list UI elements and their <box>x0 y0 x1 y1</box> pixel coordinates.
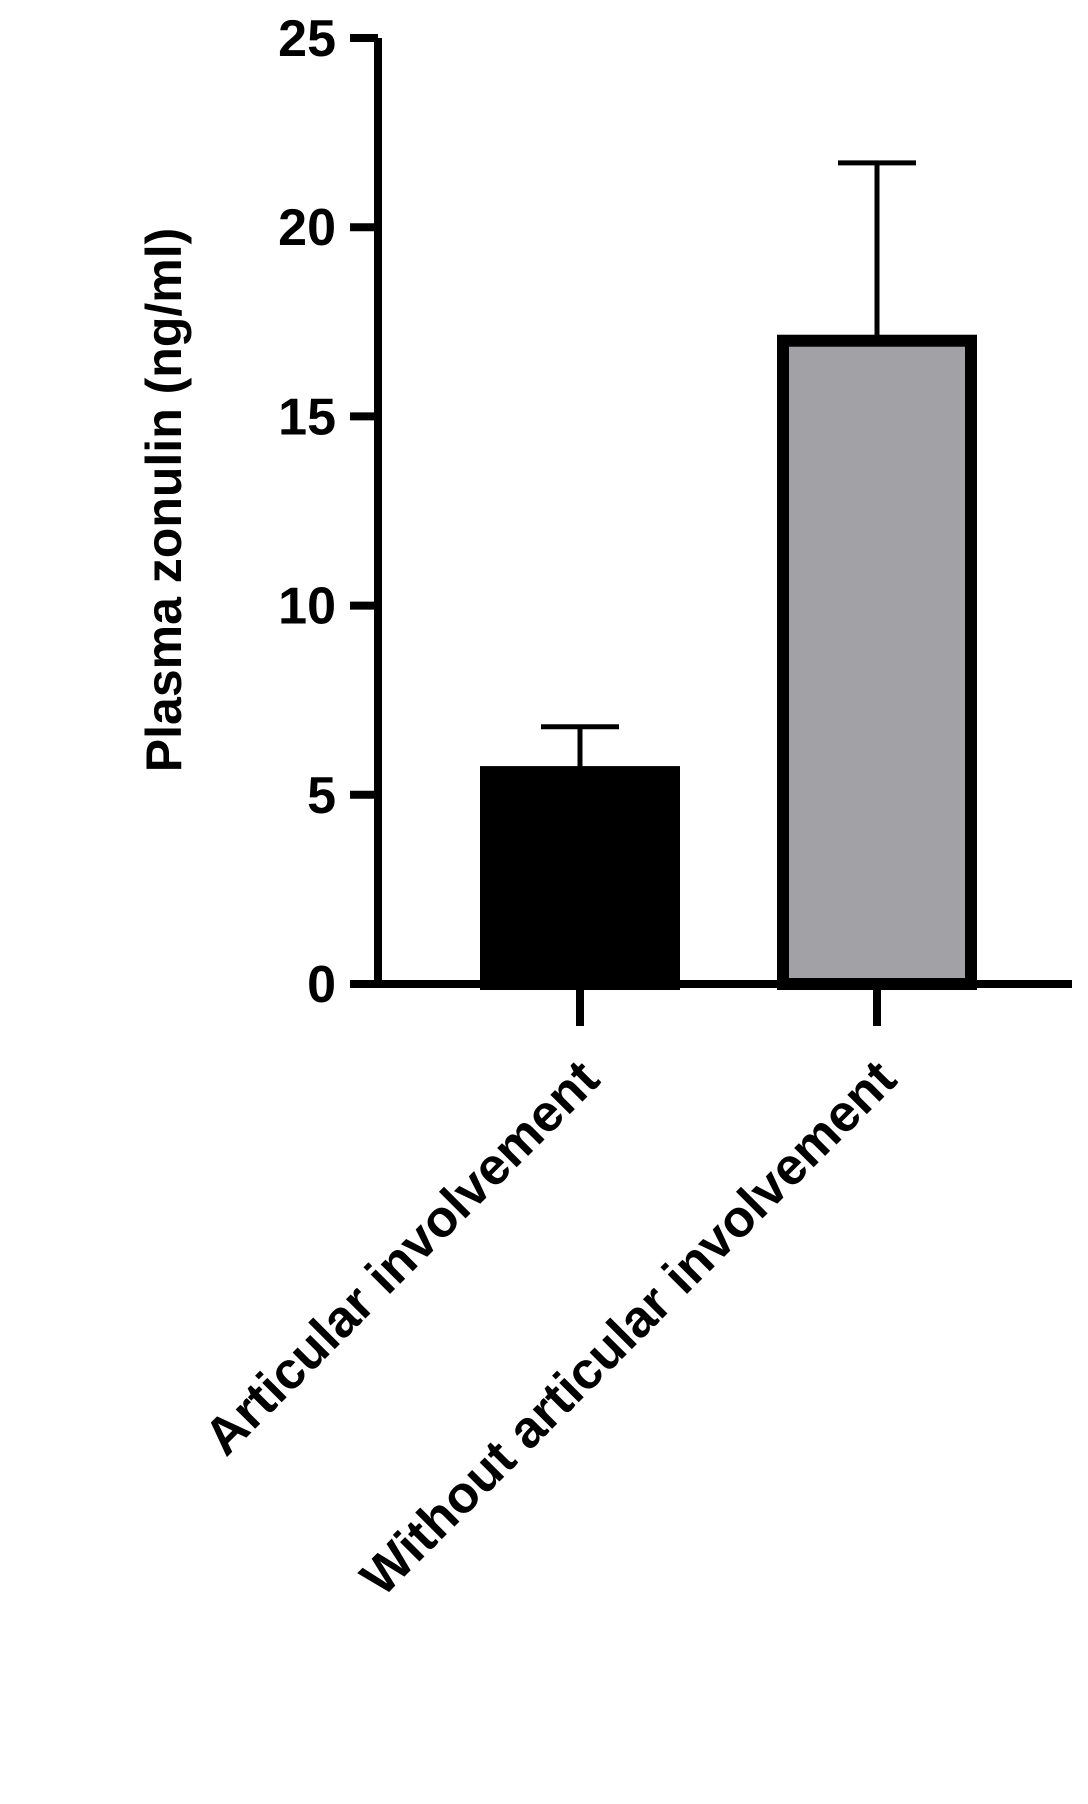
y-tick-label-3: 15 <box>278 388 336 446</box>
bar-0 <box>480 766 680 991</box>
bars <box>480 334 977 991</box>
x-axis-ticks <box>576 984 881 1026</box>
x-tick-label-1: Without articular involvement <box>350 1049 908 1607</box>
y-tick-label-1: 5 <box>307 767 336 825</box>
y-tick-label-2: 10 <box>278 578 336 636</box>
bar-1 <box>777 334 977 991</box>
error-bars <box>541 160 916 773</box>
y-axis-label: Plasma zonulin (ng/ml) <box>136 228 192 772</box>
y-tick-label-4: 20 <box>278 199 336 257</box>
y-axis-tick-labels: 0 5 10 15 20 25 <box>278 10 336 1014</box>
y-tick-label-5: 25 <box>278 10 336 68</box>
y-tick-label-0: 0 <box>307 956 336 1014</box>
y-axis-ticks <box>350 34 378 988</box>
